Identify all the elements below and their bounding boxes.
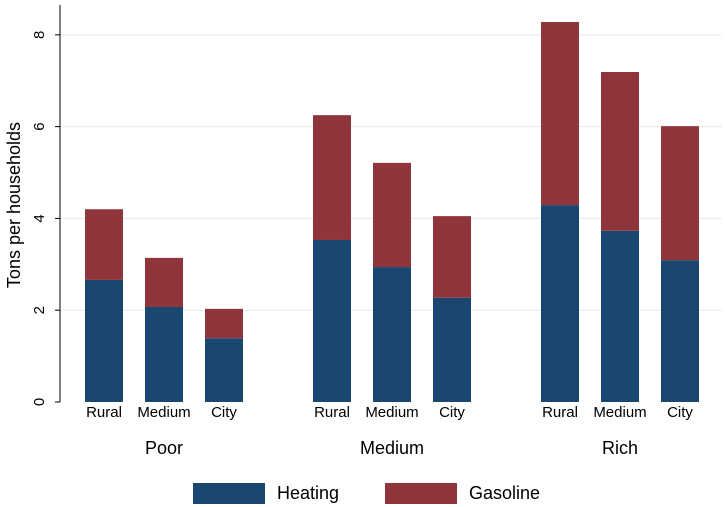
x-tick-label: Medium — [593, 404, 646, 421]
bar-segment — [313, 115, 351, 240]
y-tick-label: 2 — [31, 306, 48, 314]
bar-segment — [433, 216, 471, 298]
bar-segment — [85, 279, 123, 402]
bar-segment — [541, 205, 579, 402]
group-label: Rich — [602, 438, 638, 458]
group-label: Medium — [360, 438, 424, 458]
bar-segment — [313, 239, 351, 402]
bar-segment — [205, 338, 243, 402]
x-tick-label: City — [667, 404, 693, 421]
bar-segment — [205, 308, 243, 339]
legend-swatch — [193, 483, 265, 504]
bar-segment — [433, 297, 471, 402]
y-tick-label: 6 — [31, 122, 48, 130]
group-label: Poor — [145, 438, 183, 458]
x-tick-label: Rural — [86, 404, 122, 421]
x-tick-label: Medium — [137, 404, 190, 421]
bar-segment — [661, 260, 699, 402]
bar-segment — [601, 230, 639, 402]
bar-segment — [601, 72, 639, 231]
y-axis-label: Tons per households — [4, 122, 24, 288]
y-tick-label: 0 — [31, 398, 48, 406]
legend-label: Gasoline — [469, 483, 540, 503]
bar-segment — [541, 21, 579, 206]
bar-segment — [145, 306, 183, 402]
y-tick-label: 4 — [31, 214, 48, 222]
y-tick-label: 8 — [31, 31, 48, 39]
x-tick-label: Medium — [365, 404, 418, 421]
legend-swatch — [385, 483, 457, 504]
legend-label: Heating — [277, 483, 339, 503]
bar-segment — [85, 209, 123, 280]
x-tick-label: Rural — [314, 404, 350, 421]
x-tick-label: City — [439, 404, 465, 421]
bar-segment — [661, 126, 699, 261]
bar-segment — [145, 257, 183, 307]
bar-segment — [373, 267, 411, 402]
bar-segment — [373, 162, 411, 268]
x-tick-label: Rural — [542, 404, 578, 421]
x-tick-label: City — [211, 404, 237, 421]
